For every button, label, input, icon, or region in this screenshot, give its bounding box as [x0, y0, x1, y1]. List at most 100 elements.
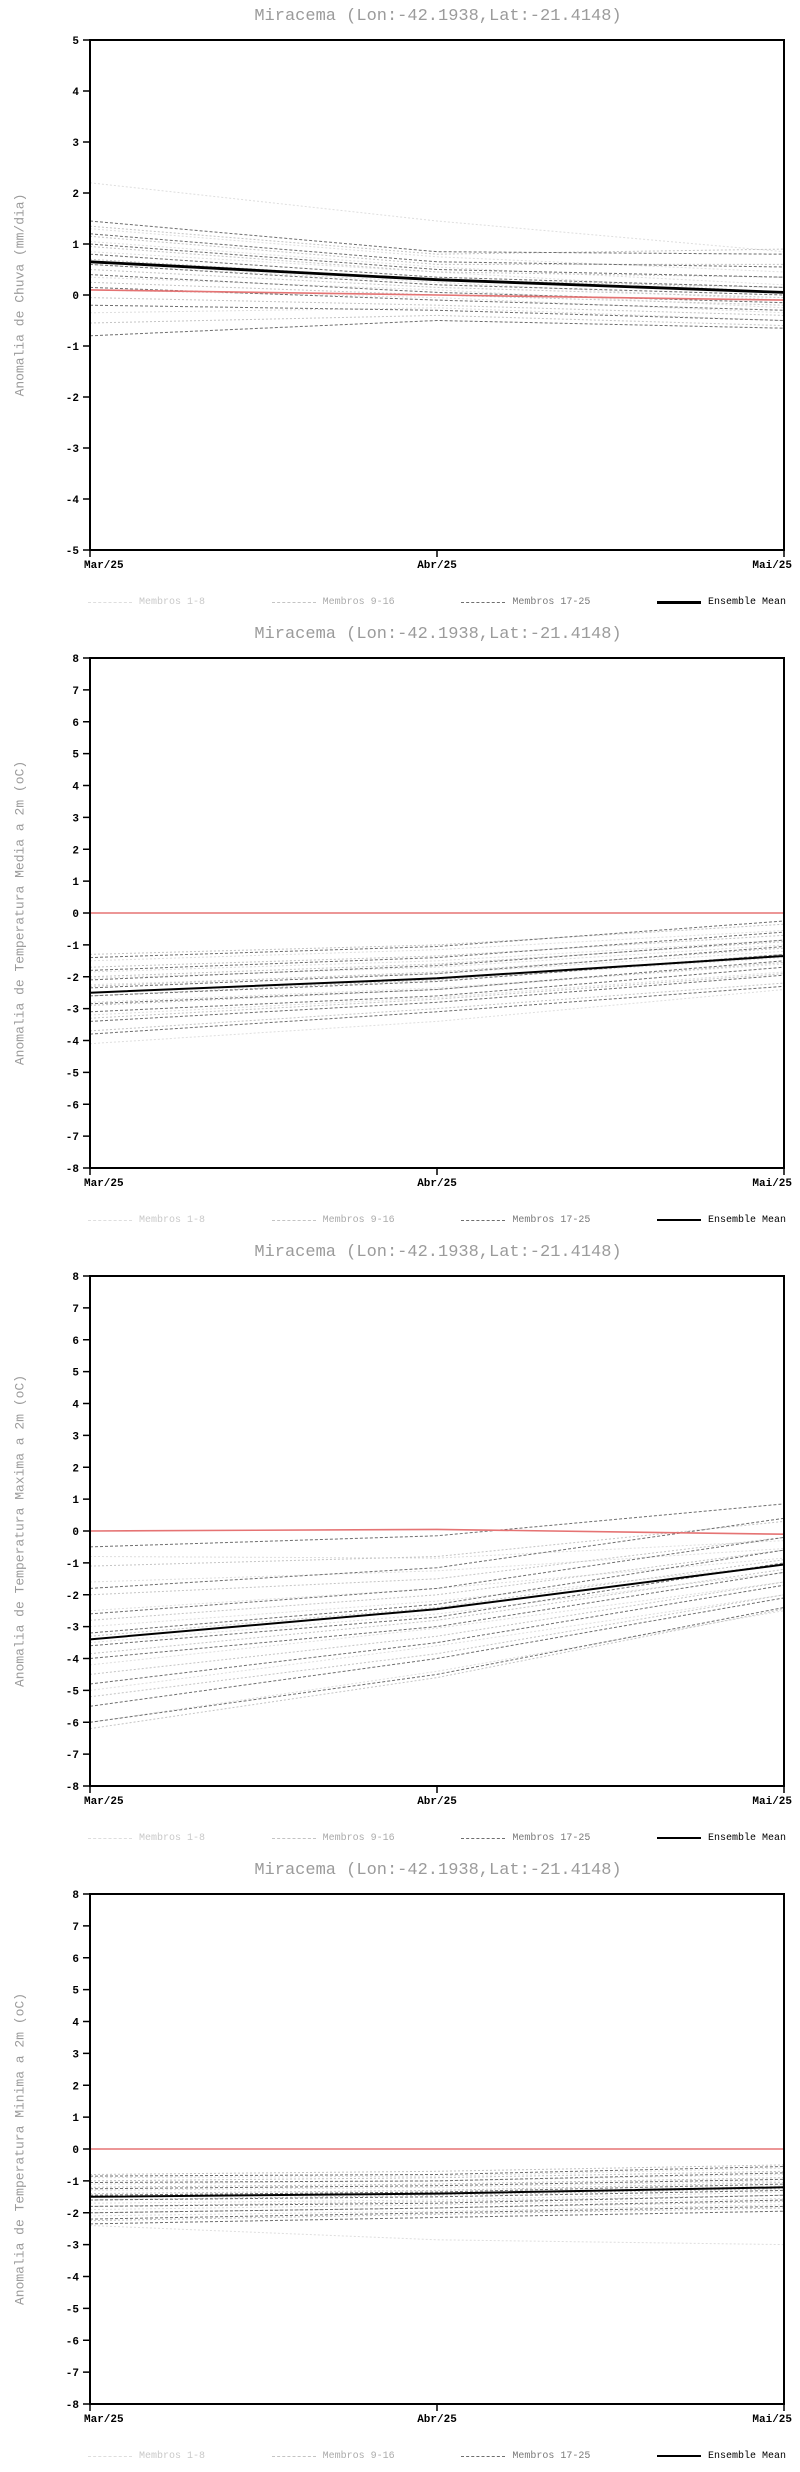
y-axis-label: Anomalia de Temperatura Maxima a 2m (oC) — [12, 1374, 28, 1688]
x-tick-label: Abr/25 — [417, 1178, 457, 1190]
series-line — [89, 289, 785, 314]
legend-item: Membros 9-16 — [271, 1214, 395, 1226]
series-line — [89, 955, 785, 994]
chart-rain-anomaly: Miracema (Lon:-42.1938,Lat:-21.4148) Ano… — [0, 0, 800, 618]
y-tick-label: 4 — [72, 1400, 79, 1412]
series-line — [89, 263, 785, 296]
legend-item: Membros 9-16 — [271, 2450, 395, 2462]
legend-label: Membros 9-16 — [322, 1214, 395, 1226]
legend-line-sample — [656, 2455, 701, 2457]
legend: Membros 1-8 Membros 9-16 Membros 17-25 Ense… — [88, 1822, 786, 1854]
series-line — [89, 1549, 785, 1634]
legend-line-sample — [656, 600, 701, 604]
series-line — [89, 1581, 785, 1675]
series-line — [89, 1568, 785, 1655]
y-tick-label: 1 — [72, 240, 79, 252]
legend-item: Membros 1-8 — [88, 597, 205, 608]
y-tick-label: 2 — [72, 845, 79, 857]
series-line — [89, 307, 785, 321]
series-line — [89, 950, 785, 986]
series-line — [89, 1608, 785, 1730]
series-line — [89, 258, 785, 288]
y-tick-label: -6 — [66, 1100, 79, 1112]
y-axis-label: Anomalia de Temperatura Minima a 2m (oC) — [12, 1992, 28, 2306]
legend-line-sample — [271, 1837, 316, 1839]
series-line — [89, 274, 785, 304]
y-tick-label: 6 — [72, 1954, 79, 1966]
y-tick-label: -7 — [66, 2368, 79, 2380]
legend: Membros 1-8 Membros 9-16 Membros 17-25 Ense… — [88, 2440, 786, 2472]
series-line — [89, 304, 785, 321]
y-tick-label: 0 — [72, 291, 79, 303]
legend-label: Membros 17-25 — [512, 596, 591, 608]
series-line — [89, 235, 784, 265]
y-tick-label: 0 — [72, 909, 79, 921]
legend-item: Ensemble Mean — [656, 1832, 786, 1844]
legend-label: Membros 1-8 — [139, 1832, 206, 1844]
y-tick-label: -6 — [66, 1718, 79, 1730]
series-line — [89, 260, 785, 294]
y-axis-label: Anomalia de Temperatura Media a 2m (oC) — [12, 760, 28, 1066]
series-line — [89, 2194, 785, 2207]
y-tick-label: 5 — [72, 750, 79, 762]
legend-line-sample — [271, 1219, 316, 1221]
series-line — [89, 1594, 785, 1691]
y-tick-label: -5 — [66, 1686, 80, 1698]
y-tick-label: -8 — [66, 1164, 80, 1176]
legend-line-sample — [656, 1219, 701, 1221]
chart-mean-temp-anomaly: Miracema (Lon:-42.1938,Lat:-21.4148) Ano… — [0, 618, 800, 1236]
series-line — [89, 228, 785, 273]
legend-line-sample — [461, 1219, 506, 1221]
series-line — [89, 2183, 785, 2196]
series-line — [89, 220, 785, 255]
legend-line-sample — [461, 601, 506, 603]
series-line — [89, 1503, 785, 1548]
x-tick-label: Mar/25 — [84, 1796, 124, 1808]
y-tick-label: 8 — [72, 1272, 79, 1284]
series-line — [89, 985, 785, 1035]
legend-line-sample — [271, 601, 316, 603]
series-line — [89, 2199, 785, 2214]
y-tick-label: 7 — [72, 686, 79, 698]
legend-line-sample — [656, 1837, 701, 1839]
legend: Membros 1-8 Membros 9-16 Membros 17-25 Ense… — [88, 586, 786, 618]
series-line — [89, 939, 785, 981]
y-tick-label: -3 — [66, 2241, 80, 2253]
legend-label: Ensemble Mean — [707, 1832, 786, 1844]
series-line — [89, 1520, 785, 1567]
y-tick-label: -4 — [66, 2273, 80, 2285]
y-tick-label: 6 — [72, 1336, 79, 1348]
y-tick-label: -4 — [66, 495, 80, 507]
series-line — [89, 243, 785, 278]
y-tick-label: 4 — [72, 87, 79, 99]
series-line — [89, 246, 785, 278]
series-line — [89, 225, 785, 255]
y-tick-label: 7 — [72, 1922, 79, 1934]
y-tick-label: 3 — [72, 1431, 79, 1443]
series-line — [89, 1517, 785, 1589]
legend-label: Membros 17-25 — [512, 1214, 591, 1226]
legend-label: Membros 1-8 — [139, 596, 206, 608]
y-tick-label: -1 — [66, 1559, 80, 1571]
series-line — [89, 1571, 785, 1644]
y-tick-label: -3 — [66, 444, 80, 456]
series-line — [89, 947, 785, 987]
series-line — [89, 281, 785, 306]
series-line — [89, 953, 785, 997]
y-axis-label: Anomalia de Chuva (mm/dia) — [12, 193, 28, 397]
y-tick-label: -8 — [66, 2400, 80, 2412]
y-tick-label: -2 — [66, 2209, 79, 2221]
series-line — [89, 2186, 785, 2198]
series-line — [89, 989, 785, 1045]
legend-item: Membros 1-8 — [88, 1833, 205, 1844]
legend-label: Ensemble Mean — [707, 1214, 786, 1226]
legend-line-sample — [88, 1219, 132, 1221]
x-tick-label: Abr/25 — [417, 560, 457, 572]
x-tick-label: Mai/25 — [752, 560, 792, 572]
y-tick-label: 8 — [72, 654, 79, 666]
y-tick-label: -3 — [66, 1623, 80, 1635]
legend-label: Membros 9-16 — [322, 2450, 395, 2462]
y-tick-label: -4 — [66, 1037, 80, 1049]
series-line — [89, 1597, 785, 1707]
